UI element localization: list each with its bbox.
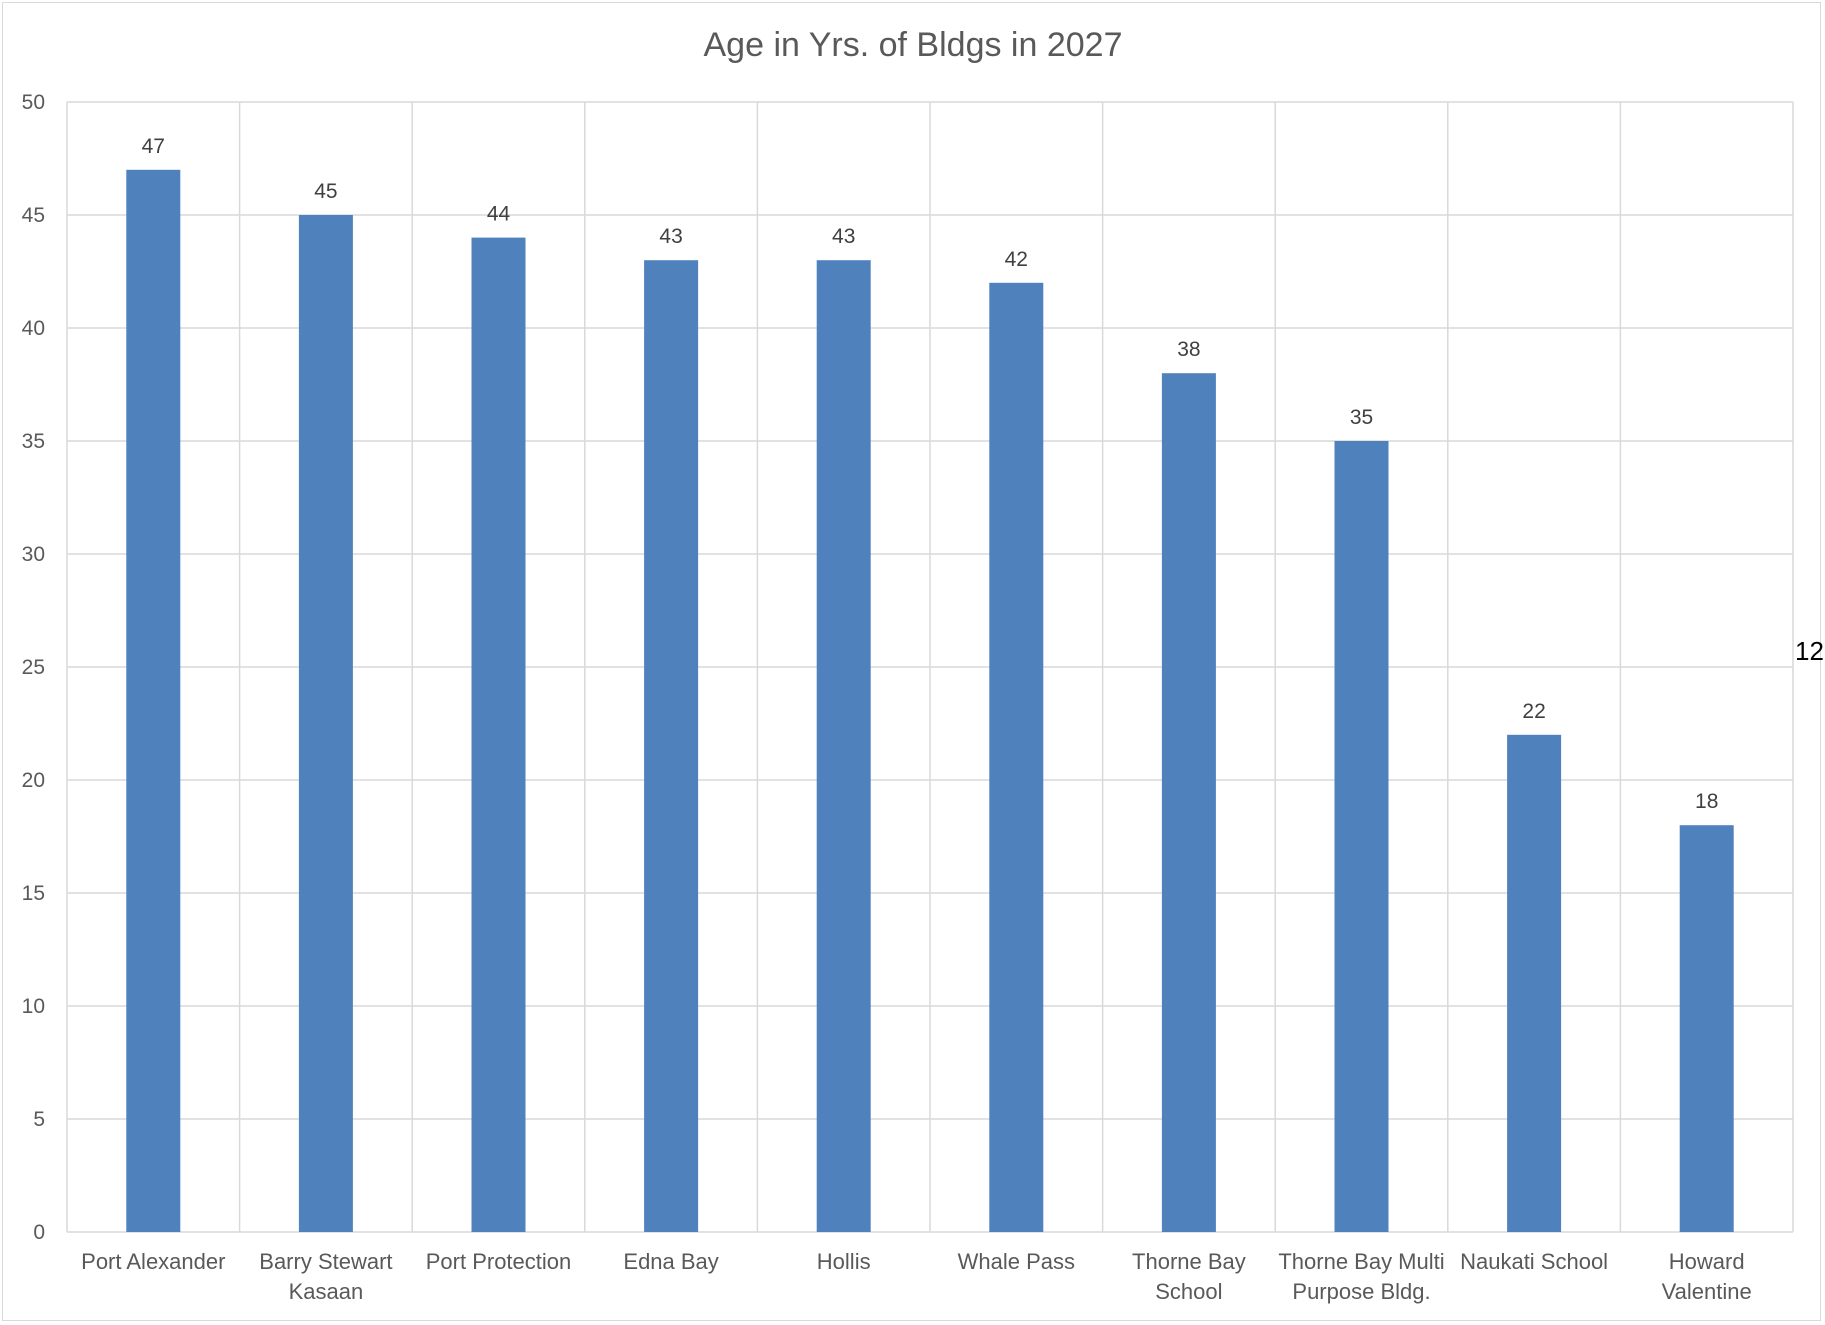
x-category-label: School <box>1155 1279 1222 1304</box>
y-tick-label: 50 <box>22 91 45 114</box>
grid-layer <box>66 101 1794 1233</box>
data-label: 42 <box>1005 248 1028 271</box>
data-labels: 47 45 44 43 43 42 38 35 22 18 <box>142 135 1719 813</box>
data-label: 43 <box>832 225 855 248</box>
data-label: 18 <box>1695 790 1718 813</box>
bar <box>989 282 1044 1232</box>
y-tick-label: 40 <box>22 317 45 340</box>
y-tick-label: 25 <box>22 656 45 679</box>
clipped-side-number: 122 <box>1795 636 1825 666</box>
data-label: 43 <box>659 225 682 248</box>
y-tick-label: 10 <box>22 995 45 1018</box>
x-category-label: Thorne Bay Multi <box>1278 1249 1444 1274</box>
data-label: 35 <box>1350 406 1373 429</box>
x-category-label: Valentine <box>1662 1279 1752 1304</box>
y-tick-label: 30 <box>22 543 45 566</box>
y-axis-ticks: 0 5 10 15 20 25 30 35 40 45 50 <box>22 91 45 1244</box>
bar <box>1161 373 1216 1232</box>
bar <box>1507 734 1562 1232</box>
x-category-label: Barry Stewart <box>259 1249 392 1274</box>
chart-title: Age in Yrs. of Bldgs in 2027 <box>704 26 1123 64</box>
y-tick-label: 0 <box>33 1221 45 1244</box>
data-label: 22 <box>1522 700 1545 723</box>
bar <box>1334 441 1389 1232</box>
x-category-label: Howard <box>1669 1249 1745 1274</box>
bar <box>816 260 871 1232</box>
y-tick-label: 35 <box>22 430 45 453</box>
bar <box>471 237 526 1233</box>
x-category-label: Port Protection <box>426 1249 572 1274</box>
y-tick-label: 5 <box>33 1108 45 1131</box>
x-category-label: Purpose Bldg. <box>1292 1279 1430 1304</box>
x-category-label: Whale Pass <box>958 1249 1075 1274</box>
y-tick-label: 15 <box>22 882 45 905</box>
bars-layer <box>126 169 1734 1233</box>
bar <box>644 260 699 1232</box>
y-tick-label: 45 <box>22 204 45 227</box>
x-axis-categories: Port Alexander Barry Stewart Kasaan Port Pr… <box>81 1249 1752 1304</box>
data-label: 47 <box>142 135 165 158</box>
x-category-label: Naukati School <box>1460 1249 1608 1274</box>
data-label: 44 <box>487 203 511 226</box>
x-category-label: Edna Bay <box>623 1249 718 1274</box>
data-label: 45 <box>314 180 337 203</box>
bar <box>298 215 353 1232</box>
x-category-label: Hollis <box>817 1249 871 1274</box>
y-tick-label: 20 <box>22 769 45 792</box>
bar <box>1679 825 1734 1232</box>
x-category-label: Thorne Bay <box>1132 1249 1246 1274</box>
x-category-label: Port Alexander <box>81 1249 225 1274</box>
x-category-label: Kasaan <box>289 1279 364 1304</box>
data-label: 38 <box>1177 338 1200 361</box>
bar <box>126 169 181 1232</box>
